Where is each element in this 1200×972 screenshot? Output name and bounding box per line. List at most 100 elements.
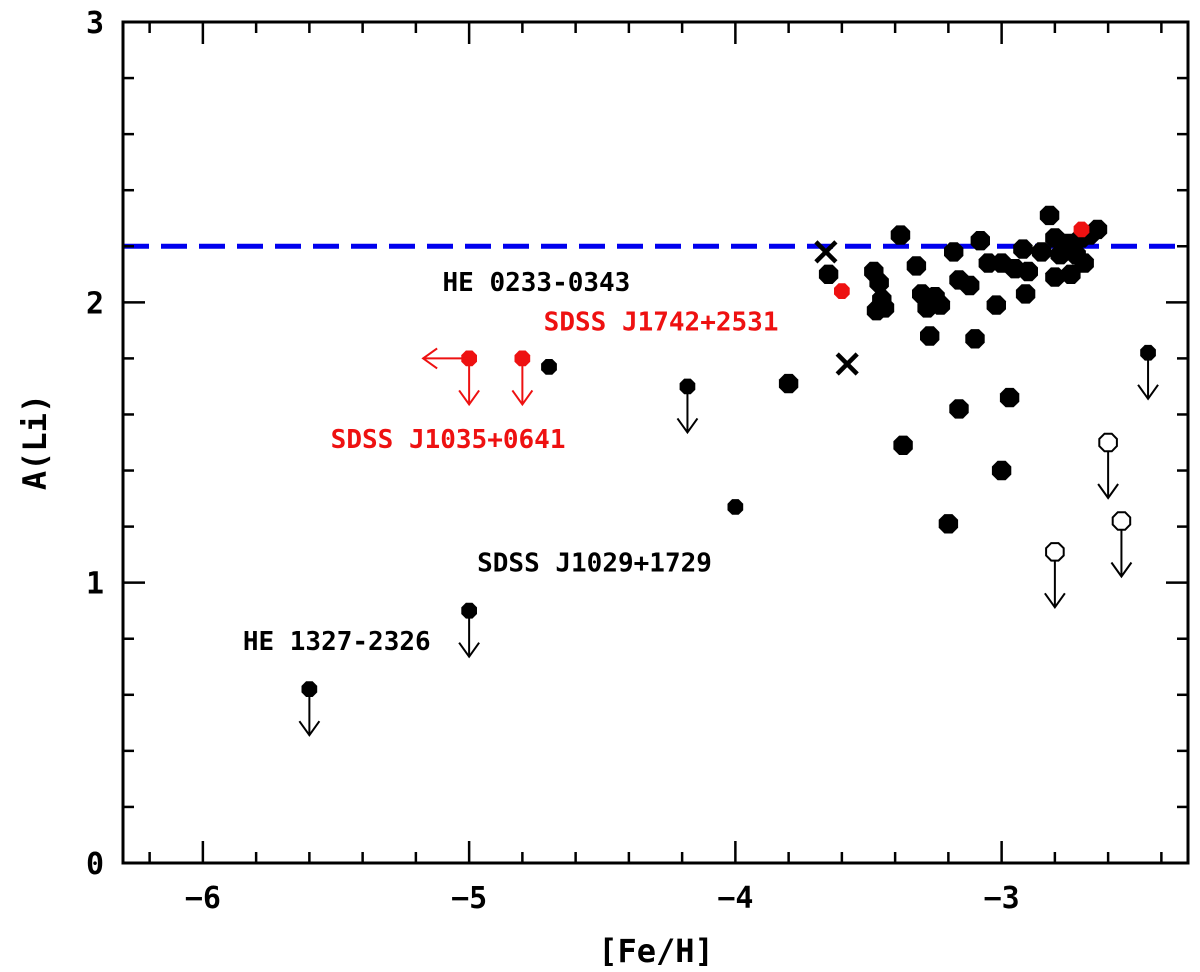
data-point-s3-p1-limit-arrow-head <box>1110 561 1133 579</box>
data-point-s0-p34-marker <box>1061 264 1081 284</box>
data-point-s3-p2-limit-arrow-head <box>1044 592 1066 610</box>
data-point-s2-p0 <box>676 378 699 435</box>
data-point-s0-p10 <box>917 298 937 318</box>
data-point-s0-p21-marker <box>1013 239 1033 259</box>
data-point-s0-p21 <box>1013 239 1033 259</box>
data-point-s1-p1 <box>541 359 557 375</box>
data-point-s2-p3-limit-arrow-head <box>298 720 321 737</box>
data-point-s0-p12 <box>944 242 964 262</box>
data-point-s2-p2-marker <box>461 602 477 619</box>
data-point-s1-p1-marker <box>541 359 557 375</box>
data-point-s0-p38-marker <box>949 399 969 419</box>
data-point-s7-p0-limit-arrow-head <box>458 389 480 407</box>
data-point-s0-p17 <box>965 329 985 349</box>
annotation-3: SDSS J1029+1729 <box>477 548 712 578</box>
annotation-4: HE 1327-2326 <box>243 627 431 657</box>
data-point-s2-p2 <box>458 602 480 659</box>
data-point-s0-p33-marker <box>1074 253 1094 273</box>
data-point-s0-p18 <box>986 295 1006 315</box>
data-point-s0-p25 <box>1039 205 1060 226</box>
data-point-s0-p40-marker <box>991 460 1012 481</box>
y-tick-label: 0 <box>86 847 104 882</box>
data-point-s2-p1-limit-arrow-head <box>1137 384 1159 401</box>
data-point-s1-p0 <box>727 499 744 515</box>
data-point-s0-p3-marker <box>869 273 889 293</box>
data-point-s0-p38 <box>949 399 969 419</box>
data-point-s0-p24 <box>1031 242 1052 262</box>
data-point-s0-p0 <box>890 225 911 245</box>
data-point-s0-p18-marker <box>986 295 1006 315</box>
data-point-s0-p1-marker <box>906 256 927 276</box>
data-point-s0-p24-marker <box>1031 242 1052 262</box>
data-point-s0-p23 <box>1015 284 1036 304</box>
data-point-s0-p37-marker <box>893 435 913 455</box>
data-point-s0-p6-marker <box>874 298 895 318</box>
data-point-s2-p0-limit-arrow-head <box>676 417 699 435</box>
data-point-s1-p0-marker <box>727 499 744 515</box>
data-point-s0-p12-marker <box>944 242 964 262</box>
data-point-s3-p1-marker <box>1111 511 1132 531</box>
data-point-s3-p2-marker <box>1045 542 1065 562</box>
data-point-s0-p22 <box>1018 261 1038 282</box>
data-point-s0-p42 <box>818 264 839 284</box>
data-point-s5-p1-marker <box>1073 221 1090 238</box>
data-point-s0-p34 <box>1061 264 1081 284</box>
annotation-1: SDSS J1742+2531 <box>544 307 779 337</box>
data-point-s0-p40 <box>991 460 1012 481</box>
data-point-s7-p0 <box>421 347 480 407</box>
data-point-s0-p39-marker <box>938 514 959 534</box>
data-point-s0-p25-marker <box>1039 205 1060 226</box>
data-point-s0-p35-marker <box>1045 267 1065 287</box>
data-point-s5-p1 <box>1073 221 1090 238</box>
data-point-s3-p0-limit-arrow-head <box>1097 483 1119 500</box>
data-point-s4-p1-stroke-b <box>835 352 859 376</box>
data-point-s0-p41 <box>999 387 1020 408</box>
y-axis-title: A(Li) <box>16 394 54 490</box>
data-point-s4-p0-stroke-b <box>814 240 838 264</box>
x-tick-label: −3 <box>984 881 1020 916</box>
data-point-s0-p36-marker <box>778 373 799 394</box>
data-point-s2-p1-marker <box>1140 344 1156 361</box>
data-point-s0-p15-marker <box>970 231 990 251</box>
data-point-s5-p0-marker <box>834 283 850 299</box>
data-point-s0-p17-marker <box>965 329 985 349</box>
x-tick-label: −5 <box>451 881 487 916</box>
x-tick-label: −6 <box>185 881 221 916</box>
data-point-s0-p35 <box>1045 267 1065 287</box>
data-points-layer <box>298 205 1159 737</box>
data-point-s0-p11-marker <box>920 326 940 346</box>
data-point-s0-p11 <box>920 326 940 346</box>
plot-frame <box>121 20 1190 865</box>
data-point-s2-p3-marker <box>301 681 318 697</box>
annotations-layer: HE 0233-0343 SDSS J1742+2531 SDSS J1035+06… <box>243 268 779 657</box>
data-point-s0-p0-marker <box>890 225 911 245</box>
data-point-s0-p41-marker <box>999 387 1020 408</box>
data-point-s5-p0 <box>834 283 850 299</box>
y-tick-label: 3 <box>86 6 104 41</box>
data-point-s2-p3 <box>298 681 321 737</box>
data-point-s0-p33 <box>1074 253 1094 273</box>
data-point-s6-p0-limit-arrow-head <box>511 389 534 407</box>
x-axis-title: [Fe/H] <box>598 932 714 970</box>
annotation-2: SDSS J1035+0641 <box>331 425 566 455</box>
data-point-s0-p23-marker <box>1015 284 1036 304</box>
data-point-s0-p37 <box>893 435 913 455</box>
data-point-s0-p10-marker <box>917 298 937 318</box>
data-point-s7-p0-left-arrow-head <box>421 347 438 370</box>
data-point-s0-p32-marker <box>1087 219 1108 240</box>
data-point-s0-p15 <box>970 231 990 251</box>
data-point-s4-p0 <box>814 240 838 264</box>
data-point-s3-p0-marker <box>1098 432 1118 453</box>
y-tick-label: 2 <box>86 286 104 321</box>
data-point-s0-p14-marker <box>960 275 980 296</box>
data-point-s3-p1 <box>1110 511 1133 579</box>
data-point-s3-p0 <box>1097 432 1119 500</box>
data-point-s0-p22-marker <box>1018 261 1038 282</box>
data-point-s0-p32 <box>1087 219 1108 240</box>
data-point-s0-p6 <box>874 298 895 318</box>
data-point-s0-p1 <box>906 256 927 276</box>
data-point-s0-p39 <box>938 514 959 534</box>
data-point-s0-p3 <box>869 273 889 293</box>
data-point-s0-p36 <box>778 373 799 394</box>
axes-layer: −6 −5 −4 −3 0 1 2 3 <box>86 6 1190 916</box>
